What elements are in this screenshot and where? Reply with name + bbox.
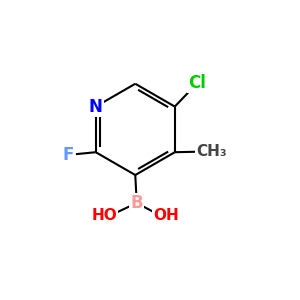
Text: Cl: Cl (188, 74, 206, 92)
Text: HO: HO (92, 208, 117, 223)
Text: F: F (63, 146, 74, 164)
Text: CH₃: CH₃ (196, 144, 227, 159)
Text: B: B (130, 194, 143, 212)
Text: OH: OH (153, 208, 179, 223)
Text: N: N (89, 98, 103, 116)
